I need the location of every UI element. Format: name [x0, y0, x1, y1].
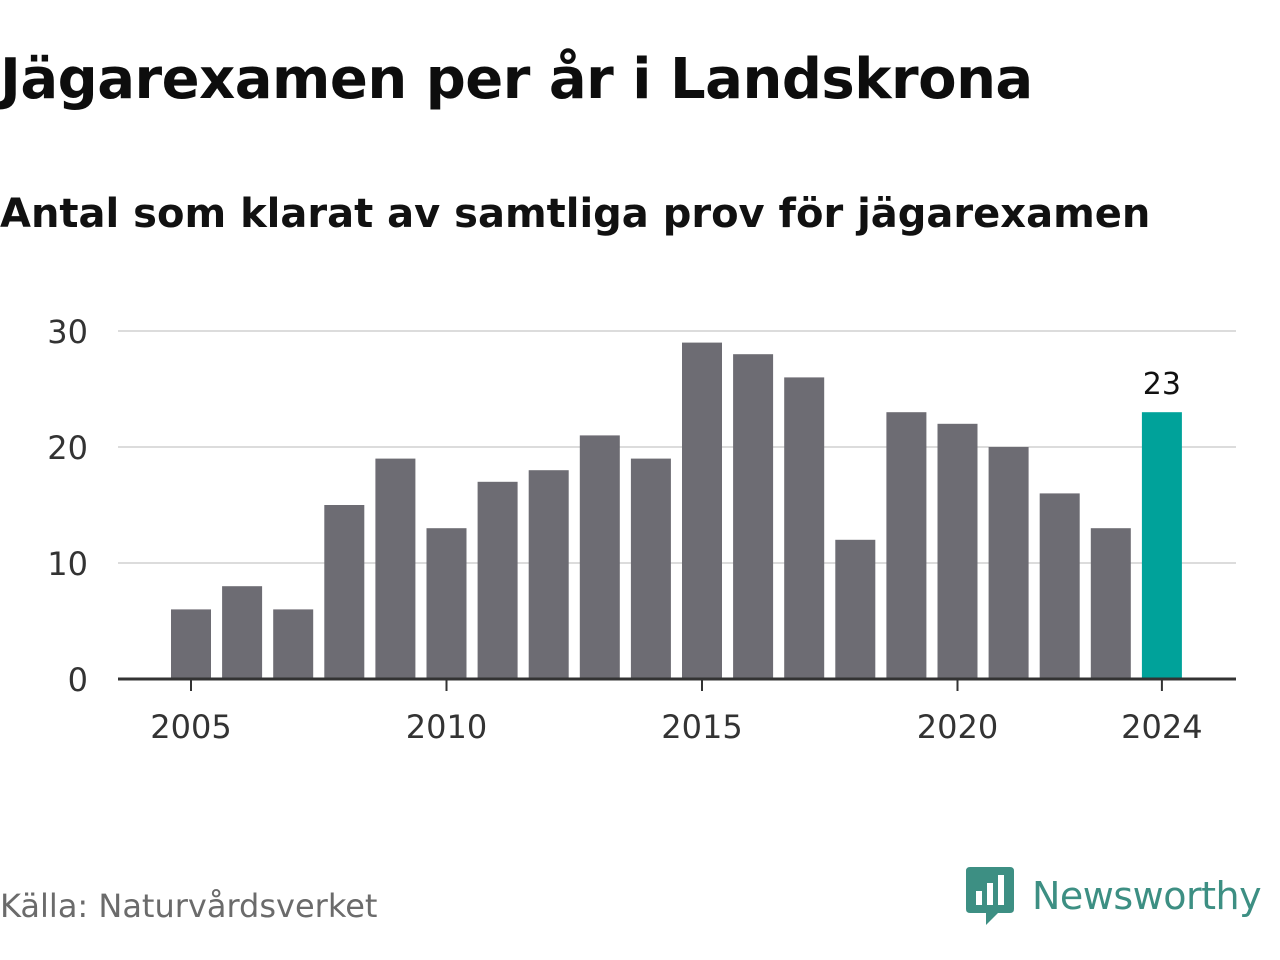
- bar: [682, 342, 722, 679]
- bar: [1039, 493, 1080, 679]
- newsworthy-logo-icon: [966, 867, 1014, 925]
- data-labels: 23: [1143, 367, 1181, 402]
- y-axis-tick-labels: 0 10 20 30: [47, 313, 88, 699]
- bar: [733, 354, 774, 679]
- data-label: 23: [1143, 367, 1181, 402]
- bar: [886, 412, 927, 679]
- bar-highlight: [1141, 412, 1182, 679]
- y-tick-label: 0: [68, 661, 88, 699]
- bar: [324, 505, 365, 679]
- bar: [528, 470, 569, 679]
- chart-title: Jägarexamen per år i Landskrona: [0, 47, 1033, 112]
- chart-subtitle: Antal som klarat av samtliga prov för jä…: [0, 191, 1151, 237]
- bar: [937, 423, 978, 679]
- source-note: Källa: Naturvårdsverket: [0, 887, 378, 925]
- bar: [630, 458, 671, 679]
- bar-chart: 0 10 20 30 2005 2010 2015 2020 2024 23: [47, 313, 1236, 746]
- bar: [1090, 528, 1131, 679]
- y-tick-label: 20: [47, 429, 88, 467]
- x-axis-tick-labels: 2005 2010 2015 2020 2024: [150, 708, 1202, 746]
- bar: [222, 586, 263, 679]
- bars: [171, 342, 1182, 679]
- bar: [988, 447, 1029, 679]
- brand-name: Newsworthy: [1032, 874, 1262, 918]
- y-tick-label: 10: [47, 545, 88, 583]
- x-tick-label: 2024: [1121, 708, 1202, 746]
- y-tick-label: 30: [47, 313, 88, 351]
- bar: [477, 481, 518, 679]
- bar: [426, 528, 467, 679]
- x-tick-label: 2020: [917, 708, 998, 746]
- bar: [579, 435, 620, 679]
- x-tick-label: 2015: [661, 708, 742, 746]
- bar: [171, 609, 211, 679]
- bar: [273, 609, 314, 679]
- bar: [784, 377, 825, 679]
- bar: [835, 539, 876, 679]
- x-tick-label: 2005: [150, 708, 231, 746]
- bar: [375, 458, 416, 679]
- brand-logo[interactable]: Newsworthy: [964, 864, 1262, 928]
- x-axis: [118, 677, 1236, 691]
- x-tick-label: 2010: [406, 708, 487, 746]
